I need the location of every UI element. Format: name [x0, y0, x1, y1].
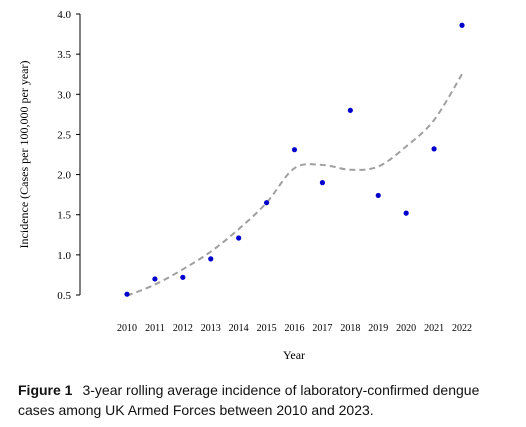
y-tick-label: 4.0	[57, 9, 71, 21]
data-point	[180, 274, 186, 280]
data-point	[236, 235, 242, 241]
x-tick-label: 2019	[368, 323, 388, 334]
chart: 0.51.01.52.02.53.03.54.0 2010 2011 2012 201…	[17, 9, 472, 362]
x-tick-label: 2017	[312, 323, 332, 334]
data-point	[375, 192, 381, 199]
x-tick-label: 2016	[285, 323, 305, 334]
x-tick-label: 2010	[117, 323, 137, 334]
figure-caption: Figure 1 3-year rolling average incidence…	[18, 380, 518, 420]
x-tick-label: 2015	[257, 323, 277, 334]
y-axis-title: Incidence (Cases per 100,000 per year)	[17, 61, 31, 249]
data-point	[319, 180, 326, 186]
y-tick-label: 0.5	[57, 290, 71, 302]
data-point	[431, 146, 437, 152]
data-point	[124, 291, 130, 297]
x-ticks: 2010 2011 2012 2013 2014 2015 2016 2017 2018 2019…	[117, 323, 472, 334]
y-ticks: 0.5 1.0 1.5 2.0 2.5 3.0 3.5 4.0	[57, 9, 80, 302]
y-tick-label: 3.5	[57, 49, 71, 61]
y-tick-label: 2.0	[57, 170, 71, 182]
trend-line	[126, 73, 463, 297]
y-tick-label: 3.0	[57, 89, 71, 101]
x-tick-label: 2014	[229, 323, 249, 334]
data-point	[152, 276, 158, 282]
x-tick-label: 2011	[145, 323, 165, 334]
x-tick-label: 2013	[201, 323, 221, 334]
data-point	[347, 107, 353, 113]
y-tick-label: 1.5	[57, 210, 71, 222]
x-tick-label: 2012	[173, 323, 193, 334]
data-point	[459, 22, 465, 28]
data-point	[291, 147, 298, 153]
data-point	[208, 256, 214, 262]
data-point	[403, 210, 409, 216]
data-points	[124, 22, 465, 297]
y-tick-label: 1.0	[57, 250, 71, 262]
data-point	[263, 200, 270, 206]
figure-caption-label: Figure 1	[18, 382, 73, 398]
x-tick-label: 2022	[452, 323, 472, 334]
x-tick-label: 2018	[340, 323, 360, 334]
x-tick-label: 2020	[396, 323, 416, 334]
figure-caption-text: 3-year rolling average incidence of labo…	[18, 382, 480, 418]
x-tick-label: 2021	[424, 323, 444, 334]
x-axis-title: Year	[283, 348, 305, 362]
y-tick-label: 2.5	[57, 129, 71, 141]
